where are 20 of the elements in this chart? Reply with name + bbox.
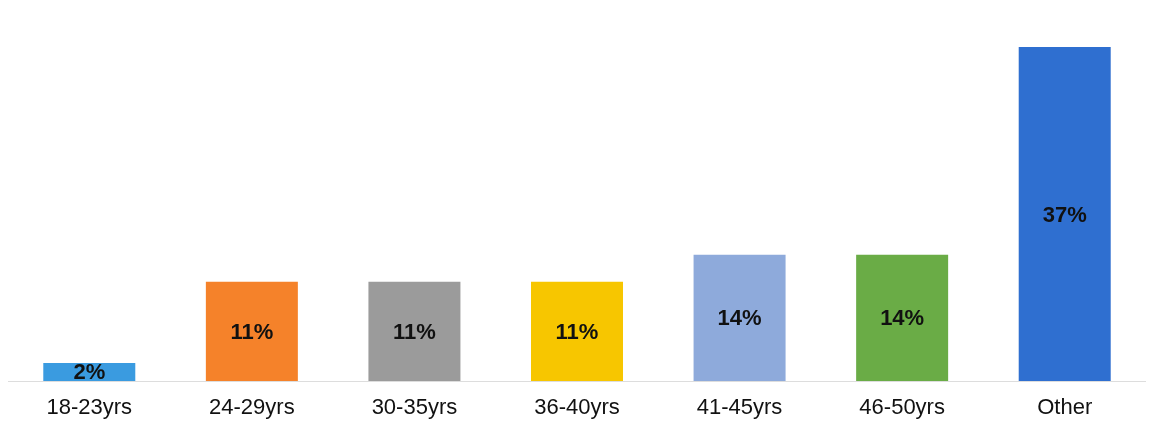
data-label: 14% — [717, 305, 762, 331]
bar — [1018, 47, 1111, 381]
bar — [205, 281, 298, 381]
data-label: 37% — [1042, 201, 1087, 227]
x-tick-label: Other — [1037, 393, 1093, 419]
bar — [531, 281, 623, 381]
data-label: 11% — [230, 318, 274, 344]
x-tick-label: 18-23yrs — [46, 393, 133, 419]
bar — [856, 254, 949, 381]
bar — [693, 254, 786, 381]
bar — [368, 281, 461, 381]
x-tick-label: 46-50yrs — [859, 393, 945, 419]
data-label: 14% — [880, 305, 925, 331]
data-label: 11% — [393, 318, 436, 344]
x-tick-label: 30-35yrs — [371, 393, 458, 419]
data-label: 11% — [555, 318, 599, 344]
data-label: 2% — [73, 359, 106, 385]
x-tick-label: 41-45yrs — [696, 393, 783, 419]
x-tick-label: 24-29yrs — [209, 393, 295, 419]
x-tick-label: 36-40yrs — [534, 393, 620, 419]
